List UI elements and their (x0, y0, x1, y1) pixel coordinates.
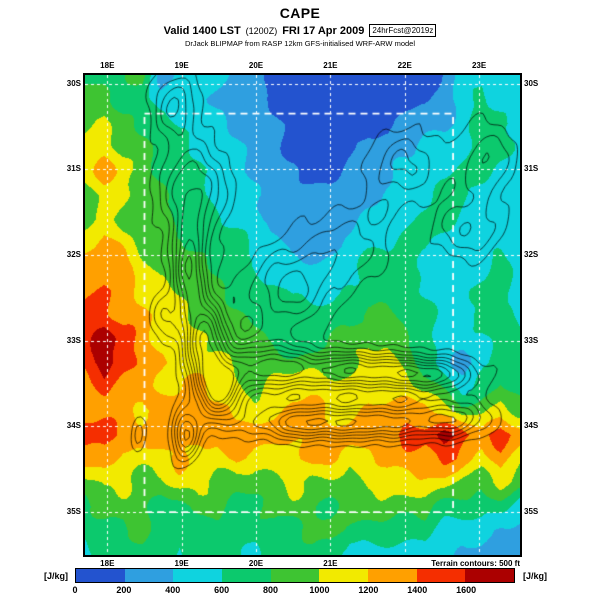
lon-tick-label-top: 18E (100, 61, 115, 70)
valid-time: Valid 1400 LST (163, 24, 241, 37)
lon-tick-label-top: 19E (174, 61, 189, 70)
lon-tick-label-bottom: 20E (248, 559, 264, 568)
colorbar-tick: 1400 (407, 585, 428, 595)
map-frame (83, 73, 522, 557)
lat-tick-label-left: 34S (66, 421, 81, 431)
lon-tick-label-bottom: 19E (174, 559, 189, 568)
valid-date: FRI 17 Apr 2009 (282, 24, 365, 37)
lat-tick-label-right: 34S (524, 421, 539, 431)
colorbar-tick: 1600 (456, 585, 477, 595)
colorbar-segment (465, 569, 515, 582)
lat-tick-label-left: 33S (66, 335, 81, 345)
colorbar-tick: 1000 (309, 585, 330, 595)
model-attribution: DrJack BLIPMAP from RASP 12km GFS-initia… (184, 39, 416, 48)
colorbar-segment (173, 569, 223, 582)
valid-zulu-time: (1200Z) (245, 25, 278, 36)
chart-header: CAPE Valid 1400 LST (1200Z) FRI 17 Apr 2… (0, 5, 600, 48)
colorbar-bar (75, 568, 515, 583)
lat-tick-label-right: 31S (524, 164, 539, 174)
valid-time-line: Valid 1400 LST (1200Z) FRI 17 Apr 2009 2… (0, 24, 600, 37)
colorbar-segment (270, 569, 320, 582)
colorbar-tick: 0 (72, 585, 78, 595)
lat-tick-label-left: 31S (66, 164, 81, 174)
lat-tick-label-left: 32S (66, 250, 81, 259)
colorbar-segment (319, 569, 369, 582)
colorbar-tick: 800 (263, 585, 279, 595)
colorbar-tick: 200 (116, 585, 132, 595)
lon-tick-label-top: 22E (397, 61, 412, 70)
chart-title: CAPE (279, 5, 321, 21)
lon-tick-label-top: 21E (323, 61, 338, 70)
terrain-contours-note: Terrain contours: 500 ft (431, 559, 520, 568)
colorbar-segment (368, 569, 417, 582)
colorbar-tick: 400 (165, 585, 181, 595)
lon-tick-label-bottom: 18E (100, 559, 115, 568)
lat-tick-label-left: 35S (66, 507, 81, 517)
colorbar-tick: 1200 (358, 585, 379, 595)
lat-tick-label-right: 33S (524, 335, 539, 345)
lat-tick-label-right: 35S (524, 507, 539, 517)
colorbar-units-left: [J/kg] (43, 571, 68, 581)
lat-tick-label-right: 32S (524, 250, 539, 259)
forecast-badge: 24hrFcst@2019z (369, 24, 437, 37)
lon-tick-label-bottom: 21E (323, 559, 338, 568)
colorbar-segment (76, 569, 125, 582)
colorbar-segment (124, 569, 174, 582)
lat-tick-label-left: 30S (66, 78, 81, 88)
lon-tick-label-top: 23E (471, 61, 487, 70)
colorbar-units-right: [J/kg] (523, 571, 548, 581)
colorbar-tick: 600 (214, 585, 230, 595)
lon-tick-label-top: 20E (248, 61, 264, 70)
colorbar-segment (416, 569, 466, 582)
colorbar-segment (222, 569, 271, 582)
cape-map-canvas (85, 75, 520, 555)
lat-tick-label-right: 30S (524, 78, 539, 88)
